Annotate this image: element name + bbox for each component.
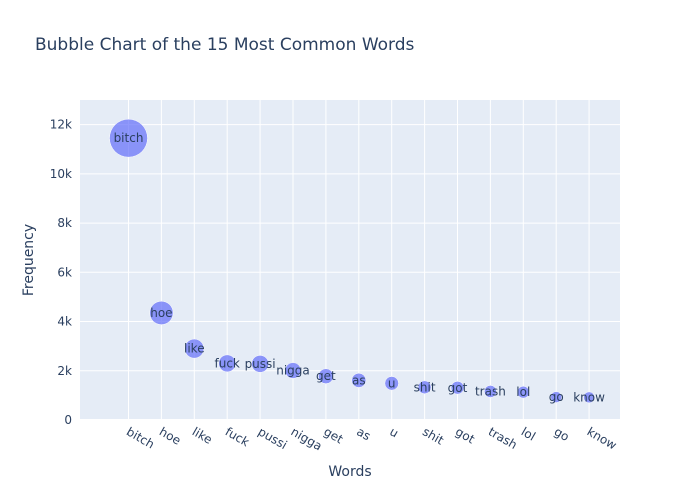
bubble-fuck <box>218 354 236 373</box>
chart-title: Bubble Chart of the 15 Most Common Words <box>35 35 415 55</box>
bubble-pussi <box>251 355 269 373</box>
y-tick-label: 2k <box>57 364 72 378</box>
y-tick-label: 8k <box>57 216 72 230</box>
bubble-trash <box>484 385 497 398</box>
bubble-label: nigga <box>276 364 310 378</box>
bubble-label: go <box>549 390 564 404</box>
bubble-label: like <box>184 342 205 356</box>
bubble-label: u <box>388 376 396 390</box>
y-tick-label: 10k <box>50 167 72 181</box>
plot-area <box>80 100 620 420</box>
bubble-label: fuck <box>215 356 240 370</box>
x-axis-title: Words <box>328 464 371 480</box>
x-tick-label: lol <box>519 424 538 443</box>
bubble-label: know <box>573 390 605 404</box>
bubble-label: as <box>352 373 366 387</box>
bubble-bitch <box>109 118 148 158</box>
bubble-go <box>550 391 562 403</box>
bubble-label: got <box>448 381 468 395</box>
bubbles: bitch hoe like fuck pussi nigga get as u shit got t… <box>109 118 605 404</box>
bubble-label: get <box>316 369 336 383</box>
y-tick-label: 12k <box>50 118 72 132</box>
x-tick-label: go <box>552 424 572 444</box>
bubble-get <box>318 368 334 384</box>
bubble-label: lol <box>516 385 530 399</box>
bubble-u <box>384 376 399 391</box>
bubble-shit <box>417 380 432 394</box>
y-tick-label: 6k <box>57 265 72 279</box>
gridlines <box>80 100 620 421</box>
bubble-nigga <box>284 362 302 379</box>
y-axis-title: Frequency <box>21 224 37 296</box>
bubble-like <box>184 338 205 359</box>
bubble-as <box>351 372 367 388</box>
y-tick-label: 0 <box>64 413 72 427</box>
y-tick-label: 4k <box>57 315 72 329</box>
bubble-label: bitch <box>114 131 144 145</box>
bubble-label: hoe <box>150 306 172 320</box>
x-tick-label: as <box>354 424 373 443</box>
bubble-lol <box>517 385 530 399</box>
y-axis-ticks: 0 2k 4k 6k 8k 10k 12k <box>50 118 72 427</box>
bubble-label: shit <box>414 380 436 394</box>
bubble-know <box>583 391 595 404</box>
bubble-hoe <box>149 300 174 325</box>
bubble-label: trash <box>475 384 506 398</box>
bubble-got <box>450 381 465 395</box>
bubble-label: pussi <box>245 357 276 371</box>
